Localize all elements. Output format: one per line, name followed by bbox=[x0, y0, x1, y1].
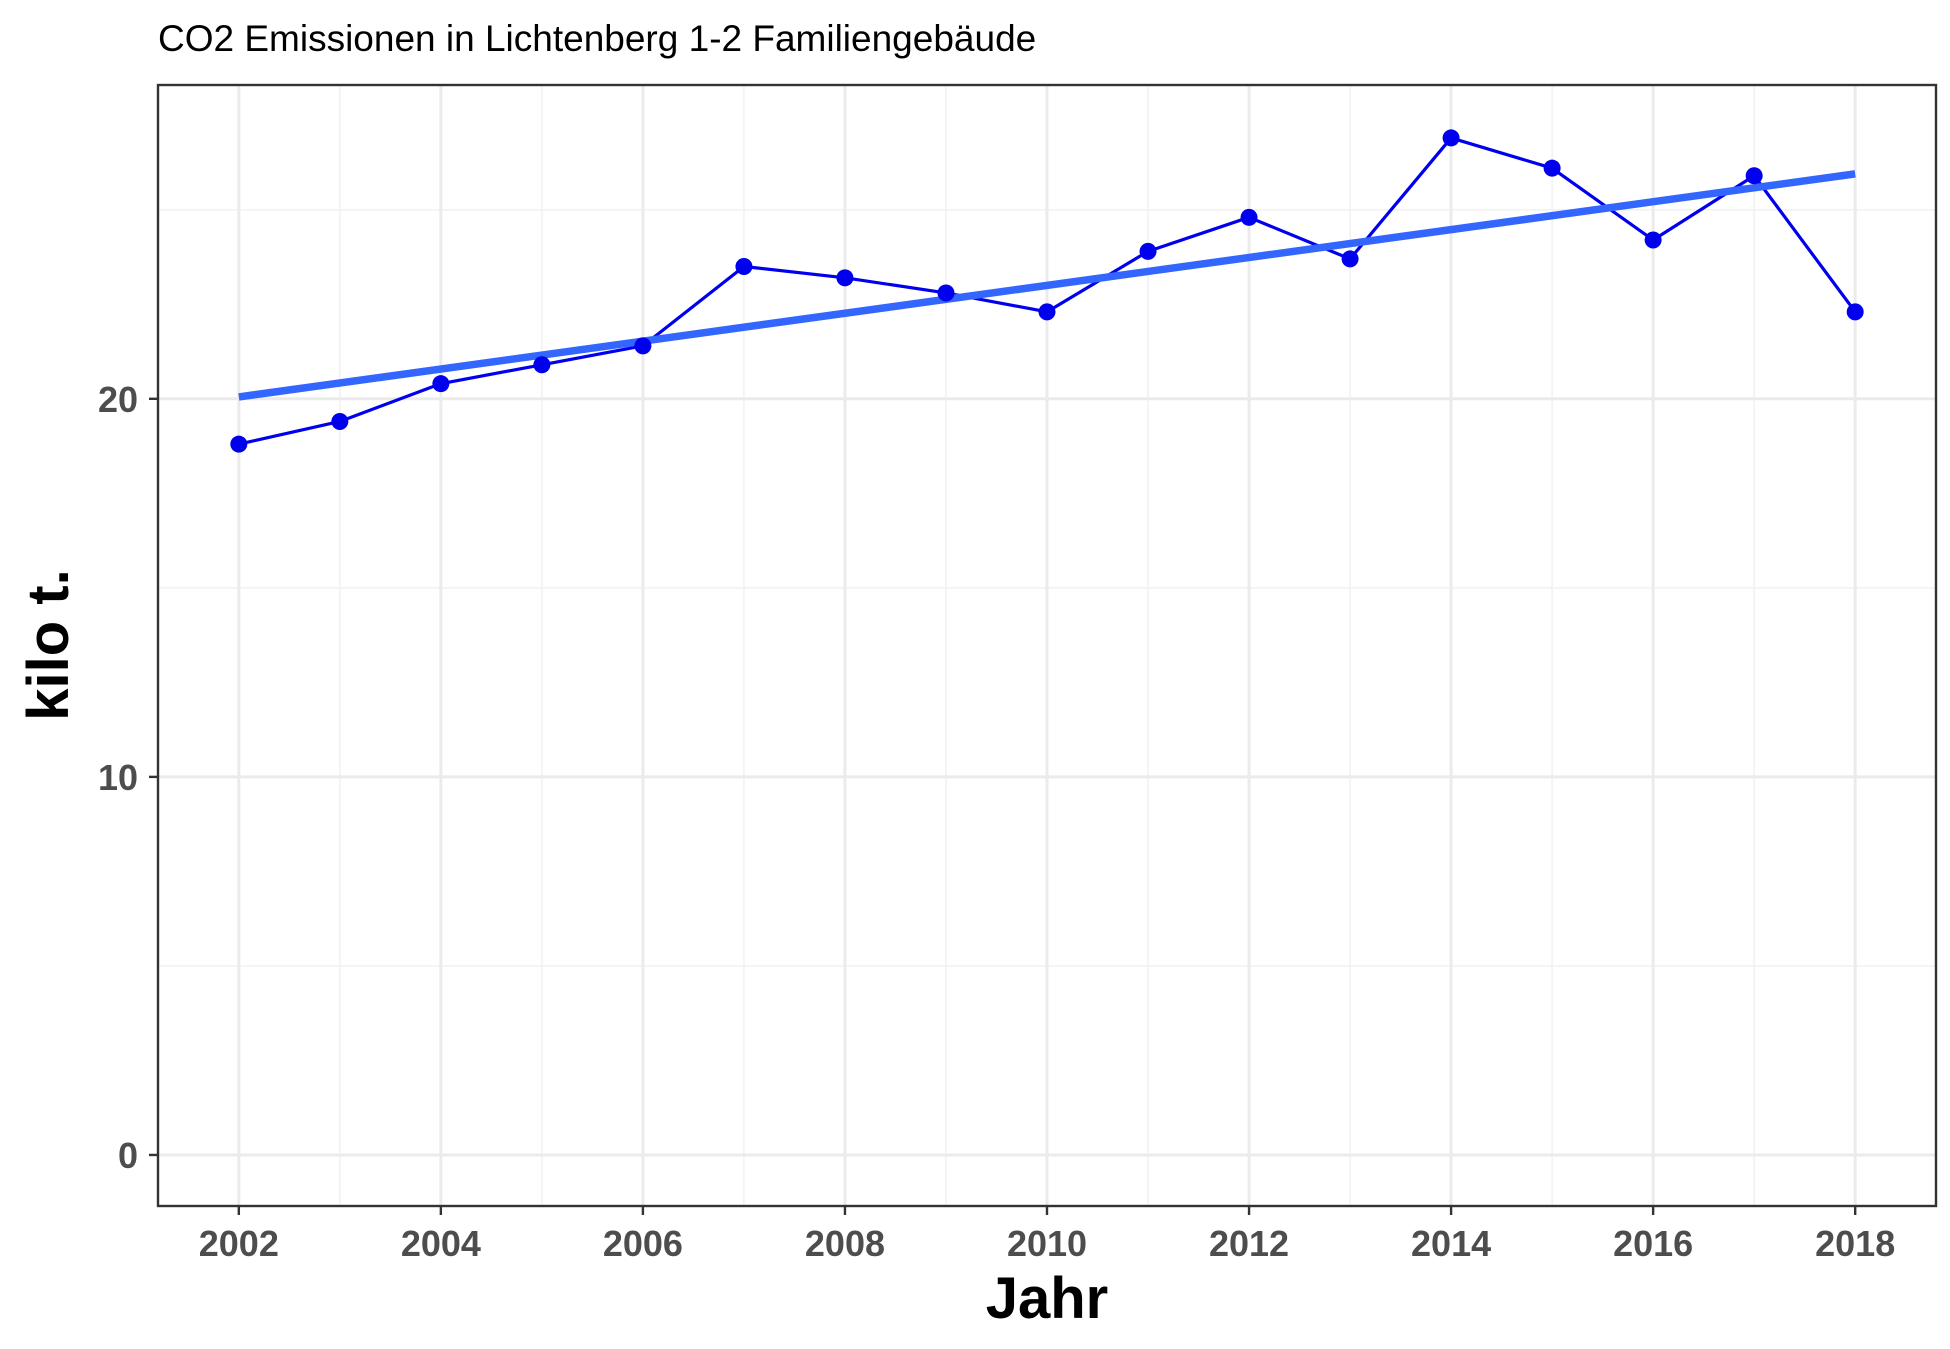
data-point bbox=[1543, 159, 1561, 177]
x-tick-label: 2002 bbox=[199, 1223, 279, 1264]
y-tick-label: 10 bbox=[98, 757, 138, 798]
data-point bbox=[1745, 167, 1763, 185]
x-tick-label: 2006 bbox=[603, 1223, 683, 1264]
axis-ticks: 2002 2004 2006 2008 2010 2012 2014 2016 2018 0 10 2… bbox=[98, 379, 1895, 1264]
y-tick-label: 20 bbox=[98, 379, 138, 420]
data-point bbox=[1038, 303, 1056, 321]
data-point bbox=[1139, 242, 1157, 260]
data-point bbox=[937, 284, 955, 302]
x-tick-label: 2018 bbox=[1815, 1223, 1895, 1264]
y-axis-title: kilo t. bbox=[16, 569, 81, 720]
trend-line bbox=[238, 170, 1856, 401]
series-layer bbox=[230, 129, 1864, 453]
data-point bbox=[432, 375, 450, 393]
data-point bbox=[735, 257, 753, 275]
x-tick-label: 2008 bbox=[805, 1223, 885, 1264]
x-tick-label: 2014 bbox=[1411, 1223, 1491, 1264]
x-tick-label: 2004 bbox=[401, 1223, 481, 1264]
data-point bbox=[1240, 208, 1258, 226]
x-tick-label: 2016 bbox=[1613, 1223, 1693, 1264]
x-tick-label: 2012 bbox=[1209, 1223, 1289, 1264]
major-grid bbox=[158, 85, 1936, 1206]
data-point bbox=[836, 269, 854, 287]
y-tick-label: 0 bbox=[118, 1135, 138, 1176]
data-point bbox=[533, 356, 551, 374]
x-axis-title: Jahr bbox=[986, 1266, 1109, 1331]
chart-title: CO2 Emissionen in Lichtenberg 1-2 Famili… bbox=[158, 18, 1036, 59]
data-point bbox=[1644, 231, 1662, 249]
x-tick-label: 2010 bbox=[1007, 1223, 1087, 1264]
data-point bbox=[1341, 250, 1359, 268]
data-point bbox=[634, 337, 652, 355]
data-point bbox=[1846, 303, 1864, 321]
data-point bbox=[331, 412, 349, 430]
data-point bbox=[1442, 129, 1460, 147]
data-point bbox=[230, 435, 248, 453]
